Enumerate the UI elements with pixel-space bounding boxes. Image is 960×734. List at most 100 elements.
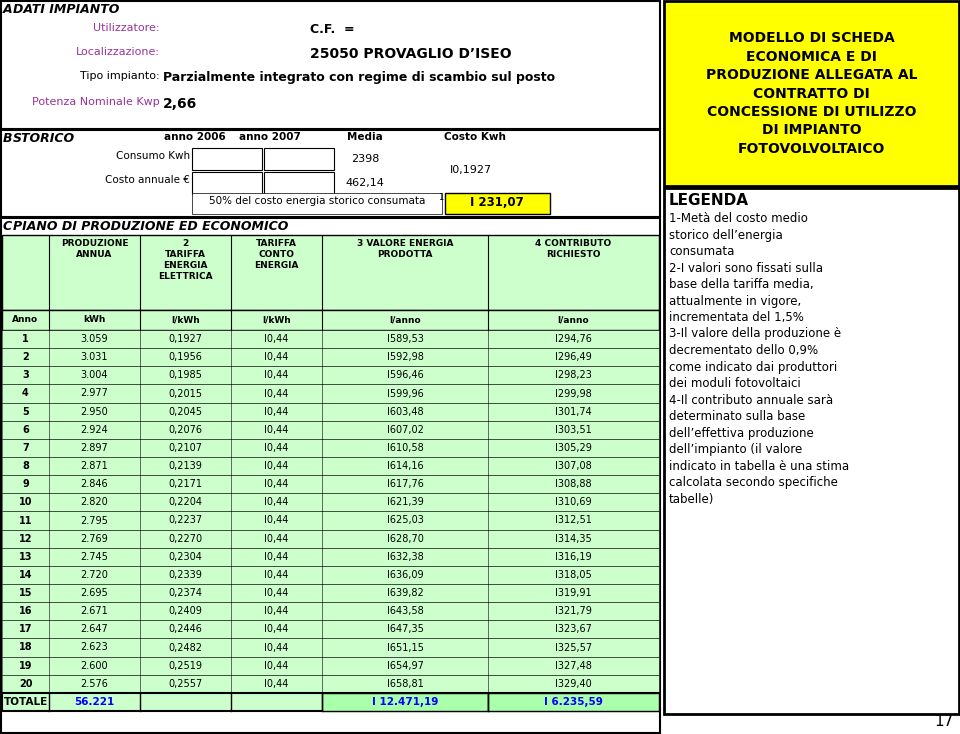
Text: 13: 13 (19, 552, 33, 562)
Text: 0,2171: 0,2171 (169, 479, 203, 490)
Text: I314,35: I314,35 (555, 534, 592, 544)
Text: 2.695: 2.695 (81, 588, 108, 598)
Text: I0,44: I0,44 (264, 661, 289, 671)
Text: Utilizzatore:: Utilizzatore: (93, 23, 160, 33)
Text: Costo Kwh: Costo Kwh (444, 132, 506, 142)
Text: I610,58: I610,58 (387, 443, 423, 453)
Bar (445, 193, 550, 214)
Text: 3: 3 (22, 371, 29, 380)
Text: I628,70: I628,70 (387, 534, 423, 544)
Bar (2, 475, 659, 493)
Text: Parzialmente integrato con regime di scambio sul posto: Parzialmente integrato con regime di sca… (163, 71, 555, 84)
Bar (2, 566, 659, 584)
Text: I0,44: I0,44 (264, 515, 289, 526)
Text: 2,66: 2,66 (163, 97, 197, 111)
Text: 0,2304: 0,2304 (169, 552, 203, 562)
Bar (2, 385, 659, 402)
Bar (2, 602, 659, 620)
Bar (264, 148, 334, 170)
Text: I636,09: I636,09 (387, 570, 423, 580)
Text: 2.745: 2.745 (81, 552, 108, 562)
Text: 4 CONTRIBUTO
RICHIESTO: 4 CONTRIBUTO RICHIESTO (536, 239, 612, 259)
Bar (192, 193, 442, 214)
Bar (264, 172, 334, 194)
Text: I301,74: I301,74 (555, 407, 592, 417)
Text: 2.647: 2.647 (81, 625, 108, 634)
Text: I319,91: I319,91 (555, 588, 591, 598)
Text: 2.769: 2.769 (81, 534, 108, 544)
Text: PRODUZIONE
ANNUA: PRODUZIONE ANNUA (60, 239, 129, 259)
Text: MODELLO DI SCHEDA
ECONOMICA E DI
PRODUZIONE ALLEGATA AL
CONTRATTO DI
CONCESSIONE: MODELLO DI SCHEDA ECONOMICA E DI PRODUZI… (706, 32, 917, 156)
Text: 2.924: 2.924 (81, 425, 108, 435)
Text: I298,23: I298,23 (555, 371, 592, 380)
Text: I310,69: I310,69 (555, 498, 591, 507)
Text: 0,2045: 0,2045 (169, 407, 203, 417)
Text: I323,67: I323,67 (555, 625, 592, 634)
Text: I0,44: I0,44 (264, 552, 289, 562)
Text: I318,05: I318,05 (555, 570, 592, 580)
Text: 8: 8 (22, 461, 29, 471)
Text: LEGENDA: LEGENDA (669, 193, 749, 208)
Text: 16: 16 (19, 606, 33, 617)
Text: 2.950: 2.950 (81, 407, 108, 417)
Bar (2, 439, 659, 457)
Text: I643,58: I643,58 (387, 606, 423, 617)
Text: 0,2076: 0,2076 (169, 425, 203, 435)
Text: I296,49: I296,49 (555, 352, 592, 362)
Bar (2, 402, 659, 421)
Text: I321,79: I321,79 (555, 606, 592, 617)
Text: I0,44: I0,44 (264, 534, 289, 544)
Text: 17: 17 (935, 714, 954, 729)
Text: 0,1956: 0,1956 (169, 352, 203, 362)
Text: I294,76: I294,76 (555, 334, 592, 344)
Text: 17: 17 (19, 625, 33, 634)
Text: I651,15: I651,15 (387, 642, 423, 653)
Text: I607,02: I607,02 (387, 425, 423, 435)
Text: 1: 1 (22, 334, 29, 344)
Text: B: B (3, 132, 17, 145)
Text: 19: 19 (19, 661, 33, 671)
Text: 0,2374: 0,2374 (169, 588, 203, 598)
Text: 2.897: 2.897 (81, 443, 108, 453)
Bar (1, 1, 660, 129)
Text: I632,38: I632,38 (387, 552, 423, 562)
Text: 0,2482: 0,2482 (169, 642, 203, 653)
Text: 0,2446: 0,2446 (169, 625, 203, 634)
Text: C.F.  =: C.F. = (310, 23, 354, 36)
Text: 25050 PROVAGLIO D’ISEO: 25050 PROVAGLIO D’ISEO (310, 47, 512, 61)
Text: I603,48: I603,48 (387, 407, 423, 417)
Text: 0,2409: 0,2409 (169, 606, 203, 617)
Text: l/anno: l/anno (558, 316, 589, 324)
Text: I0,44: I0,44 (264, 352, 289, 362)
Text: I316,19: I316,19 (555, 552, 591, 562)
Bar (2, 512, 659, 529)
Text: C: C (3, 220, 16, 233)
Bar (2, 693, 659, 711)
Text: 4: 4 (22, 388, 29, 399)
Text: 2398: 2398 (350, 154, 379, 164)
Text: 9: 9 (22, 479, 29, 490)
Text: I0,44: I0,44 (264, 606, 289, 617)
Text: 1: 1 (438, 193, 444, 202)
Text: 2: 2 (22, 352, 29, 362)
Bar (1, 218, 660, 733)
Bar (1, 130, 660, 217)
Text: 2.846: 2.846 (81, 479, 108, 490)
Text: A: A (3, 3, 17, 16)
Text: 5: 5 (22, 407, 29, 417)
Text: 2
TARIFFA
ENERGIA
ELETTRICA: 2 TARIFFA ENERGIA ELETTRICA (158, 239, 213, 281)
Bar (488, 693, 659, 711)
Text: 2.720: 2.720 (81, 570, 108, 580)
Text: 2.576: 2.576 (81, 679, 108, 688)
Text: I0,44: I0,44 (264, 498, 289, 507)
Text: 2.871: 2.871 (81, 461, 108, 471)
Text: 18: 18 (18, 642, 33, 653)
Text: 1-Metà del costo medio
storico dell’energia
consumata
2-I valori sono fissati su: 1-Metà del costo medio storico dell’ener… (669, 212, 850, 506)
Bar (2, 493, 659, 512)
Text: I599,96: I599,96 (387, 388, 423, 399)
Bar (2, 620, 659, 639)
Text: I0,44: I0,44 (264, 570, 289, 580)
Text: I312,51: I312,51 (555, 515, 592, 526)
Bar (2, 235, 659, 310)
Text: 0,2270: 0,2270 (168, 534, 203, 544)
